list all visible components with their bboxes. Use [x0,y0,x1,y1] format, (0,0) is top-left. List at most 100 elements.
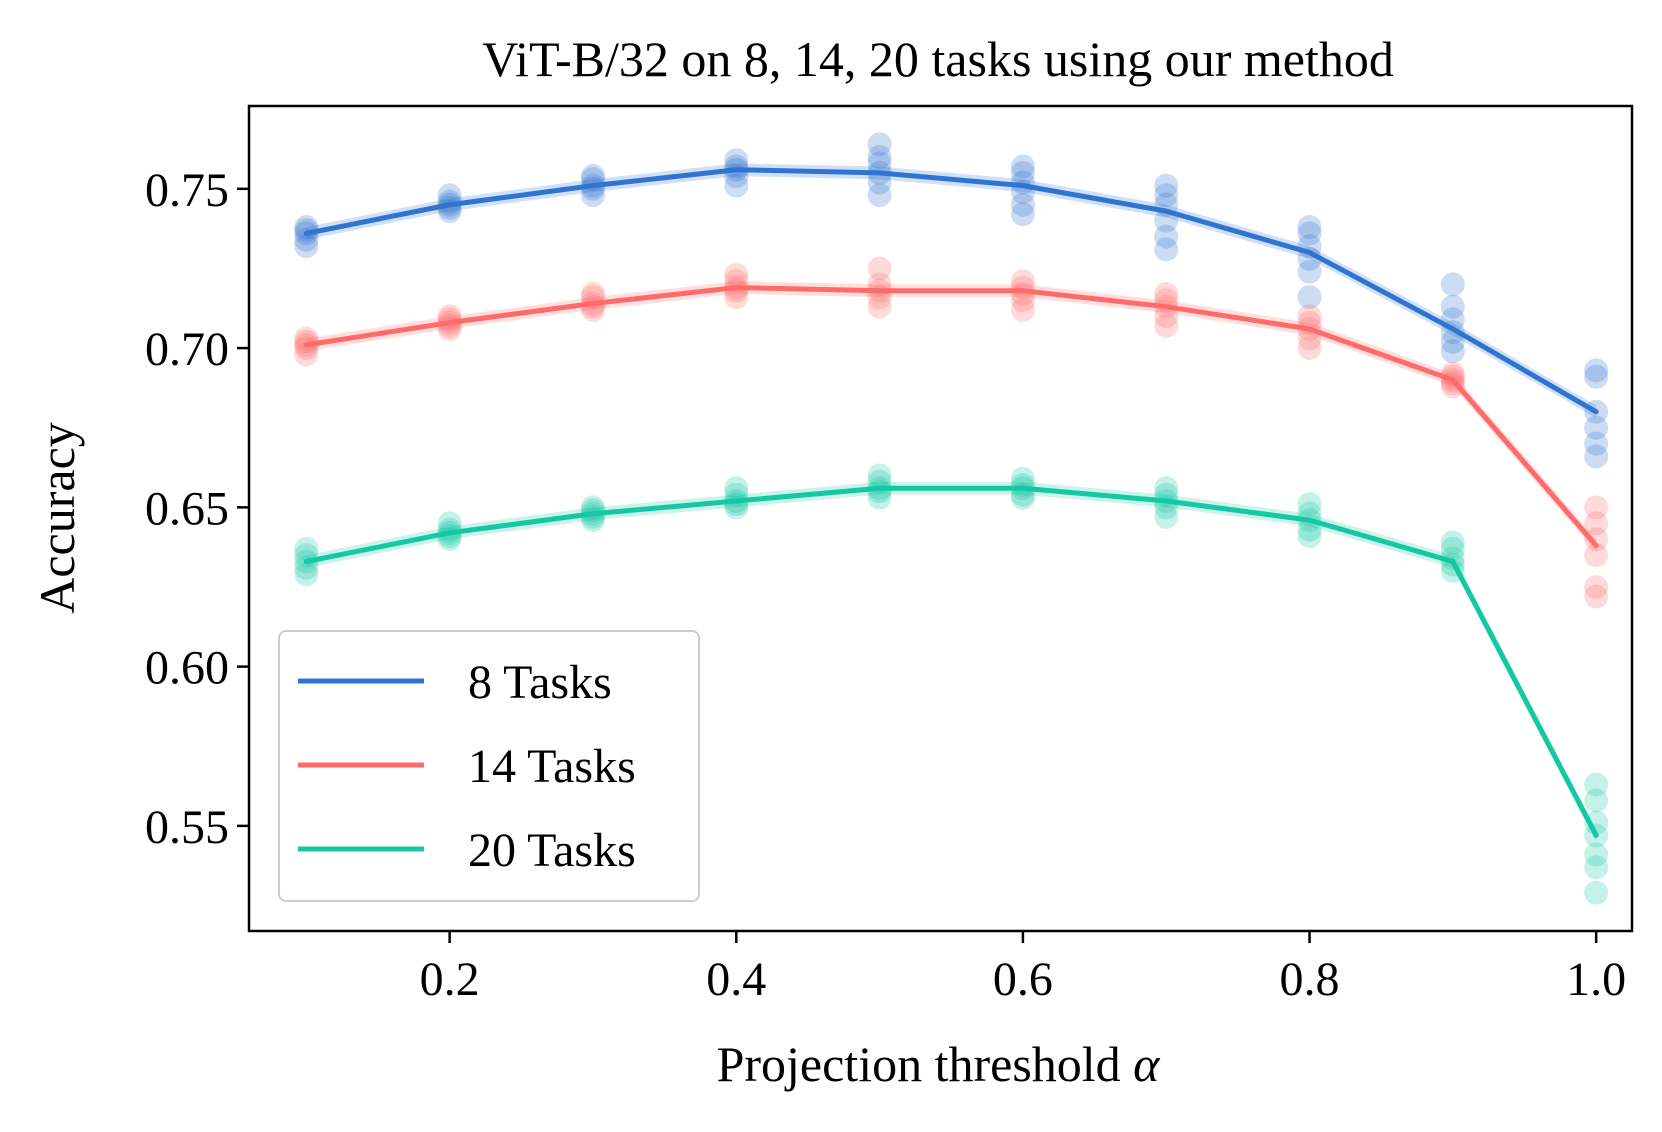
band-14-tasks [306,281,1597,552]
point-8-tasks [1584,415,1609,440]
point-8-tasks [1297,285,1322,310]
line-20-tasks [303,485,1599,838]
point-8-tasks [1584,364,1609,389]
point-14-tasks [1010,288,1035,313]
y-tick-label: 0.75 [145,164,229,217]
x-axis-label: Projection threshold α [717,1036,1162,1092]
point-8-tasks [1297,221,1322,246]
point-14-tasks [1010,281,1035,306]
point-8-tasks [1584,358,1609,383]
x-tick-label: 0.6 [993,953,1053,1006]
point-14-tasks [1154,281,1179,306]
point-8-tasks [1297,215,1322,240]
point-8-tasks [867,132,892,157]
point-14-tasks [1010,297,1035,322]
x-tick-label: 0.8 [1280,953,1340,1006]
point-14-tasks [724,285,749,310]
point-8-tasks [1010,202,1035,227]
point-20-tasks [1297,524,1322,549]
point-8-tasks [1154,237,1179,262]
legend-label-14-tasks: 14 Tasks [468,740,636,793]
point-8-tasks [724,148,749,173]
point-8-tasks [1154,224,1179,249]
x-tick-label: 0.4 [706,953,766,1006]
point-8-tasks [867,144,892,169]
x-axis-label-text: Projection threshold [717,1036,1121,1092]
point-8-tasks [1154,183,1179,208]
point-8-tasks [1010,154,1035,179]
point-20-tasks [1010,466,1035,491]
chart-title: ViT-B/32 on 8, 14, 20 tasks using our me… [482,31,1394,87]
legend-label-8-tasks: 8 Tasks [468,656,612,709]
point-14-tasks [724,278,749,303]
point-8-tasks [1584,431,1609,456]
point-8-tasks [1154,173,1179,198]
point-14-tasks [867,256,892,281]
point-20-tasks [867,485,892,510]
legend-box [278,630,700,902]
point-14-tasks [580,281,605,306]
point-8-tasks [1010,160,1035,185]
point-8-tasks [1010,192,1035,217]
point-14-tasks [1584,543,1609,568]
point-8-tasks [867,170,892,195]
point-20-tasks [1154,476,1179,501]
point-20-tasks [1584,788,1609,813]
y-tick-label: 0.70 [145,323,229,376]
point-20-tasks [1584,880,1609,905]
plot-frame [247,104,1634,933]
point-14-tasks [1010,269,1035,294]
point-20-tasks [724,476,749,501]
point-8-tasks [1440,272,1465,297]
point-20-tasks [1010,485,1035,510]
point-8-tasks [294,218,319,243]
point-20-tasks [1584,772,1609,797]
point-8-tasks [1440,339,1465,364]
point-8-tasks [867,183,892,208]
legend-label-20-tasks: 20 Tasks [468,824,636,877]
point-14-tasks [294,342,319,367]
series-lines [303,167,1599,838]
point-14-tasks [1584,511,1609,536]
point-14-tasks [1584,527,1609,552]
point-14-tasks [1584,574,1609,599]
point-20-tasks [1440,530,1465,555]
point-14-tasks [867,294,892,319]
x-axis-ticks: 0.2 0.4 0.6 0.8 1.0 [420,931,1626,1006]
y-tick-label: 0.65 [145,482,229,535]
legend: 8 Tasks 14 Tasks 20 Tasks [278,630,700,902]
point-14-tasks [1154,304,1179,329]
line-8-tasks [303,167,1599,415]
point-8-tasks [867,151,892,176]
point-8-tasks [724,173,749,198]
point-14-tasks [1154,313,1179,338]
point-20-tasks [1440,546,1465,571]
point-14-tasks [1297,336,1322,361]
point-20-tasks [1584,842,1609,867]
line-14-tasks [303,285,1599,549]
point-8-tasks [294,234,319,259]
x-tick-label: 1.0 [1566,953,1626,1006]
point-20-tasks [437,511,462,536]
y-axis-ticks: 0.55 0.60 0.65 0.70 0.75 [145,164,249,854]
y-axis-label: Accuracy [29,422,85,614]
point-20-tasks [867,463,892,488]
x-tick-label: 0.2 [420,953,480,1006]
point-14-tasks [1584,584,1609,609]
y-tick-label: 0.55 [145,801,229,854]
point-8-tasks [1297,259,1322,284]
point-14-tasks [1297,304,1322,329]
point-20-tasks [294,562,319,587]
point-14-tasks [294,329,319,354]
point-8-tasks [580,183,605,208]
point-20-tasks [294,536,319,561]
point-8-tasks [1440,294,1465,319]
point-14-tasks [724,262,749,287]
point-8-tasks [437,183,462,208]
point-20-tasks [1440,536,1465,561]
point-20-tasks [1297,492,1322,517]
point-8-tasks [580,164,605,189]
x-axis-label-symbol: α [1133,1036,1161,1092]
point-20-tasks [867,479,892,504]
y-tick-label: 0.60 [145,642,229,695]
